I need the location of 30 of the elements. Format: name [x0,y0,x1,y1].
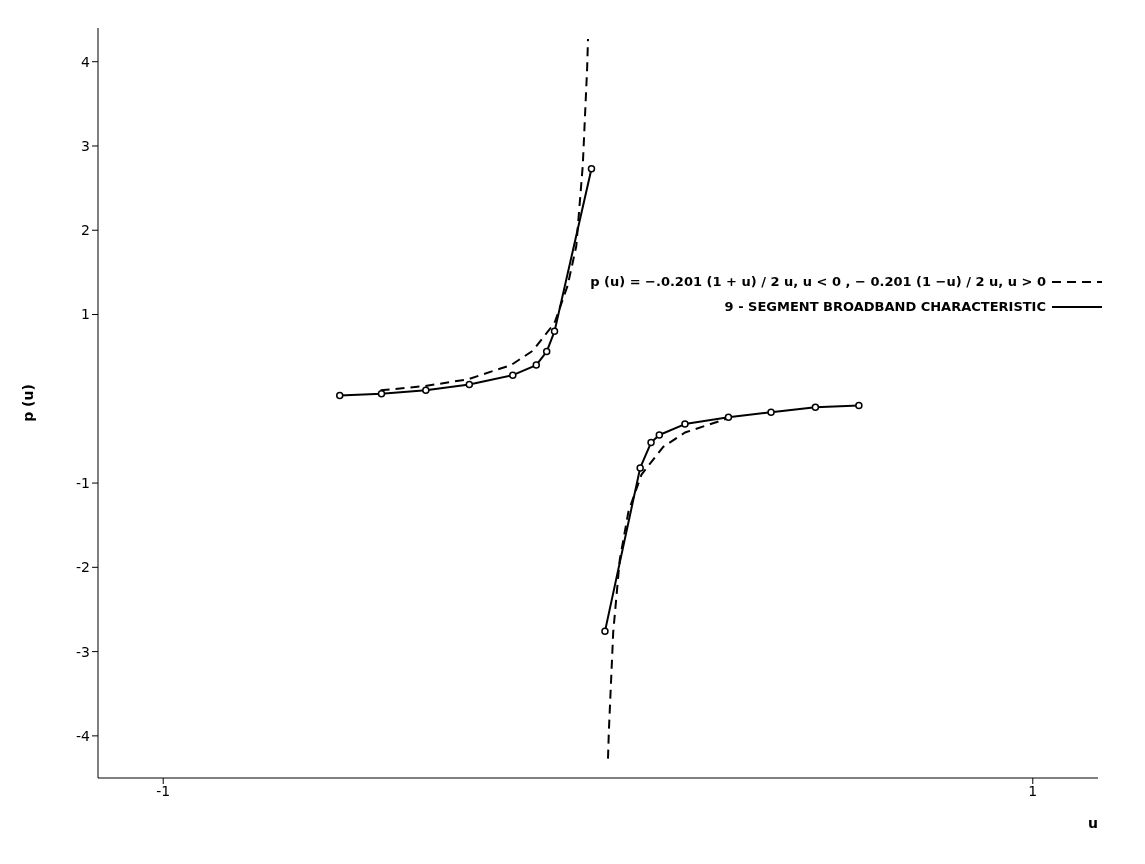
x-axis-title: u [1088,815,1098,831]
y-tick-label: 3 [81,137,90,154]
point [636,464,644,472]
point [532,361,541,369]
y-tick-label: -4 [76,727,91,744]
y-tick-label: -2 [76,559,90,576]
point [377,389,386,398]
point [465,380,474,389]
point [767,408,775,417]
legend-label: 9 - SEGMENT BROADBAND CHARACTERISTIC [724,299,1046,314]
y-tick-label: 2 [81,222,90,239]
point [655,431,664,439]
point [422,386,430,395]
y-tick-label: -3 [76,643,90,660]
legend-label: p (u) = −.0.201 (1 + u) / 2 u, u < 0 , − 0.201 (1 −u) / 2 u, u > 0 [590,274,1046,289]
point [509,371,517,379]
point [855,401,863,410]
point [542,347,551,356]
y-tick-label: 1 [81,306,90,323]
y-tick-label: 4 [81,53,91,70]
point [601,627,609,636]
point [647,438,655,447]
y-axis-title: p (u) [19,384,36,422]
y-tick-label: -1 [76,475,90,492]
point [550,327,559,336]
point [681,420,689,428]
point [811,403,820,411]
point [587,164,596,173]
point [724,413,733,422]
point [335,391,344,400]
